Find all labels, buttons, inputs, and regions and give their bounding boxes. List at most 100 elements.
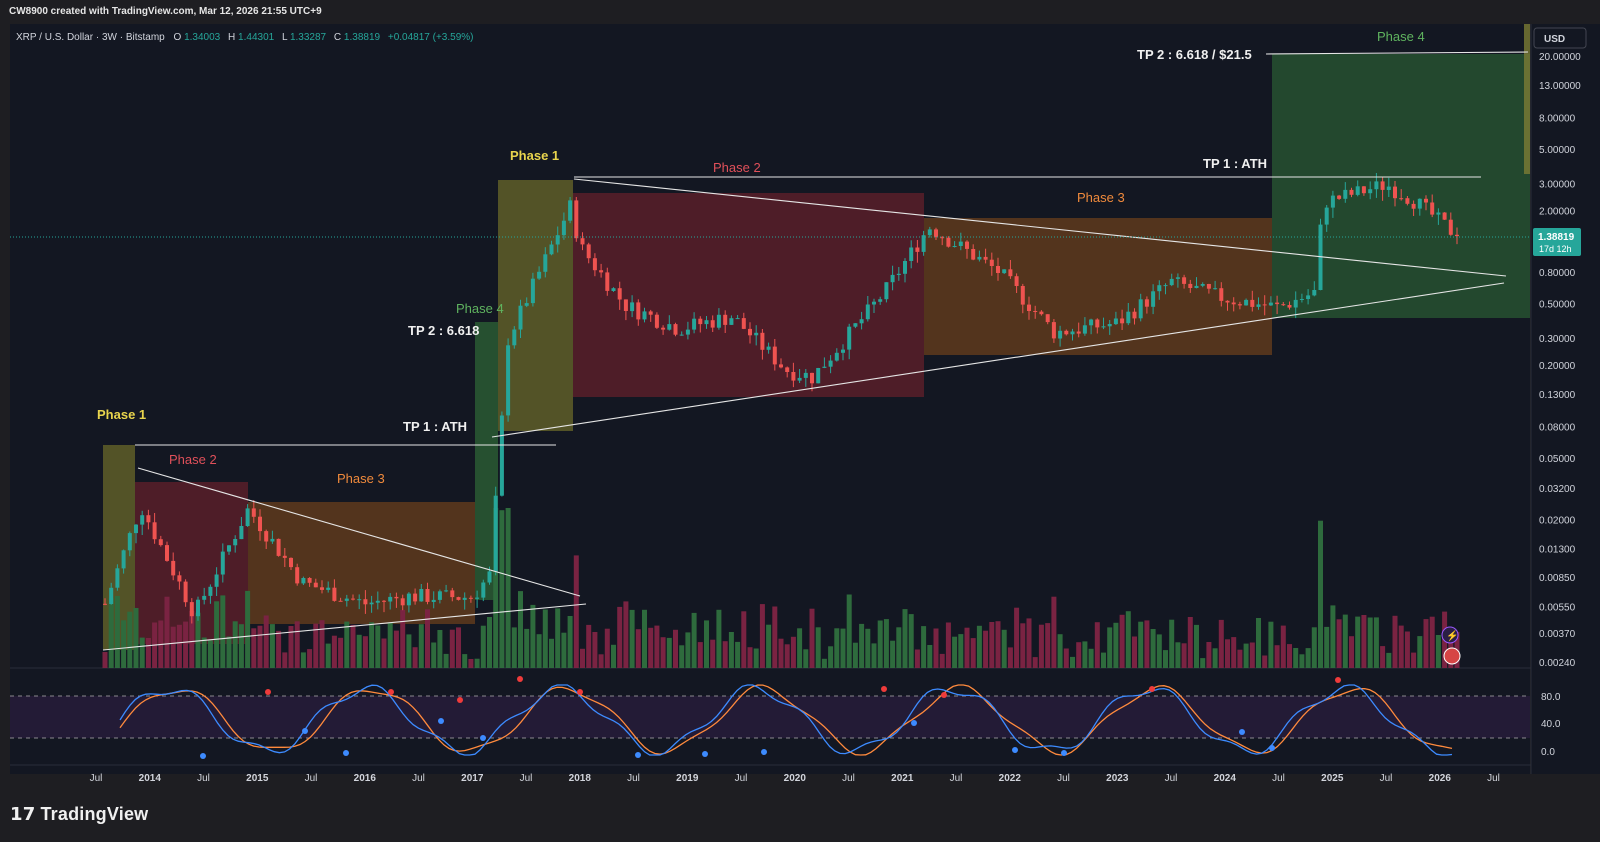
lightning-icon[interactable] xyxy=(1441,626,1459,644)
candle-body xyxy=(797,377,802,381)
candle-body xyxy=(239,526,244,540)
candle-body xyxy=(617,288,622,300)
candle-body xyxy=(1368,189,1373,194)
volume-bar xyxy=(1107,627,1113,668)
candle-body xyxy=(927,229,932,236)
candle-body xyxy=(1424,198,1428,203)
candle-body xyxy=(952,246,957,247)
brand-name: TradingView xyxy=(40,804,149,824)
candle-body xyxy=(1163,285,1168,287)
volume-bar xyxy=(797,628,803,668)
candle-body xyxy=(704,320,709,325)
volume-bar xyxy=(679,645,685,668)
candle-body xyxy=(165,545,169,561)
candle-body xyxy=(940,237,945,239)
volume-bar xyxy=(555,608,561,668)
candle-body xyxy=(103,603,107,605)
candle-body xyxy=(890,274,895,283)
candle-body xyxy=(1082,325,1087,334)
currency-box[interactable] xyxy=(1533,27,1587,49)
candle-body xyxy=(233,539,238,546)
volume-bar xyxy=(1380,646,1386,668)
candle-body xyxy=(537,271,542,279)
candle-body xyxy=(1262,304,1267,306)
candle-body xyxy=(177,575,182,582)
volume-bar xyxy=(1342,614,1348,668)
volume-bar xyxy=(803,649,809,668)
price-tick-9: 0.20000 xyxy=(1539,361,1576,372)
phase3-box-b xyxy=(924,218,1272,355)
volume-bar xyxy=(1367,617,1373,668)
candle-body xyxy=(499,415,504,496)
candle-body xyxy=(1200,284,1205,286)
volume-bar xyxy=(1132,636,1137,668)
stoch-rsi-k-line xyxy=(119,684,1453,756)
candle-body xyxy=(896,273,901,275)
candle-body xyxy=(1355,186,1360,195)
candle-body xyxy=(1051,322,1056,339)
candle-body xyxy=(109,587,114,604)
candle-body xyxy=(1306,295,1311,299)
candle-body xyxy=(1411,203,1416,209)
volume-bar xyxy=(1088,648,1094,668)
us-flag-icon[interactable] xyxy=(1443,647,1461,665)
last-price-badge xyxy=(1533,228,1581,256)
candle-body xyxy=(134,524,138,534)
volume-bar xyxy=(592,632,598,668)
volume-bar xyxy=(1218,619,1224,668)
candle-body xyxy=(264,531,269,542)
tradingview-brand[interactable]: 17 TradingView xyxy=(10,804,148,825)
volume-bar xyxy=(573,555,579,668)
candle-body xyxy=(270,538,275,542)
volume-bar xyxy=(790,636,796,668)
candle-body xyxy=(878,299,883,302)
legend-close: 1.38819 xyxy=(344,32,381,43)
legend-symbol: XRP / U.S. Dollar · 3W · Bitstamp xyxy=(16,32,165,43)
candle-body xyxy=(568,200,573,221)
rsi-signal-dot xyxy=(457,697,463,703)
volume-bar xyxy=(1386,652,1392,668)
volume-bar xyxy=(468,659,474,668)
volume-bar xyxy=(1243,643,1249,668)
time-tick-21: 2024 xyxy=(1214,773,1237,784)
time-tick-0: Jul xyxy=(90,773,103,784)
volume-bar xyxy=(958,634,964,668)
candle-body xyxy=(475,597,480,599)
candle-body xyxy=(258,516,262,532)
volume-bar xyxy=(914,649,920,668)
volume-bar xyxy=(908,614,914,668)
phase4-label-b: Phase 4 xyxy=(1377,29,1425,44)
event-icons[interactable]: ⚡ xyxy=(1441,626,1461,665)
volume-bar xyxy=(1330,605,1336,668)
candle-body xyxy=(518,305,523,330)
currency-label: USD xyxy=(1544,34,1565,45)
candle-body xyxy=(214,574,219,587)
volume-bar xyxy=(660,637,666,668)
volume-bar xyxy=(697,642,703,668)
time-axis-ticks: Jul 2014 Jul 2015 Jul 2016 Jul 2017 Jul 2018 Jul 20… xyxy=(90,773,1500,784)
candle-body xyxy=(958,241,963,246)
volume-bar xyxy=(325,643,331,668)
volume-bar xyxy=(1057,634,1063,668)
rsi-signal-dot xyxy=(1149,686,1155,692)
candle-body xyxy=(357,599,362,601)
price-tick-15: 0.01300 xyxy=(1539,545,1576,556)
volume-bar xyxy=(307,649,313,668)
tp2-label-b: TP 2 : 6.618 / $21.5 xyxy=(1137,47,1252,62)
candle-body xyxy=(351,598,355,600)
candle-body xyxy=(1113,318,1118,325)
candle-body xyxy=(865,304,870,320)
candle-body xyxy=(413,593,418,602)
volume-bar xyxy=(1231,637,1237,668)
volume-bar xyxy=(1138,621,1144,668)
candle-body xyxy=(1380,181,1385,190)
volume-bar xyxy=(1423,619,1429,668)
candle-body xyxy=(1095,319,1100,328)
candle-body xyxy=(481,582,486,598)
volume-bar xyxy=(449,629,455,668)
candle-body xyxy=(406,593,411,606)
volume-bar xyxy=(1001,629,1007,668)
candle-body xyxy=(1008,269,1013,277)
stoch-rsi-d-line xyxy=(119,684,1453,756)
